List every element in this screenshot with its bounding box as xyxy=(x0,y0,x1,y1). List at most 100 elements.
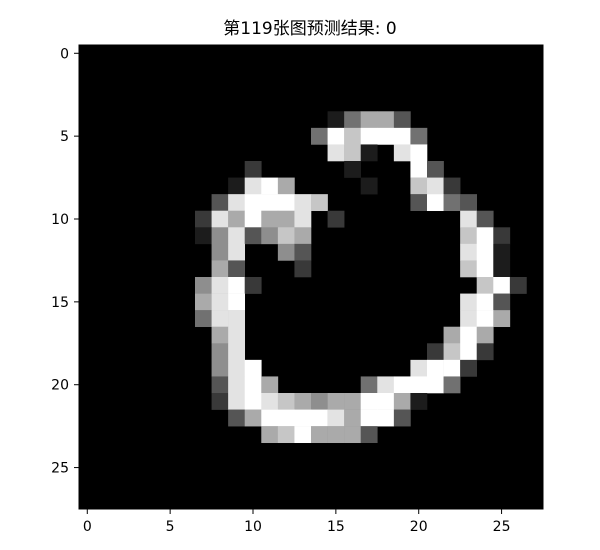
image-pixel xyxy=(327,144,345,162)
image-pixel xyxy=(443,376,461,394)
image-pixel xyxy=(327,409,345,427)
image-pixel xyxy=(294,426,312,444)
image-pixel xyxy=(211,243,229,261)
x-tick-label: 0 xyxy=(83,519,92,535)
x-tick-label: 20 xyxy=(410,519,428,535)
image-pixel xyxy=(493,260,511,278)
image-pixel xyxy=(360,111,378,129)
x-tick-label: 15 xyxy=(327,519,345,535)
image-pixel xyxy=(261,210,279,228)
image-pixel xyxy=(228,243,246,261)
image-pixel xyxy=(476,210,494,228)
image-pixel xyxy=(261,409,279,427)
image-pixel xyxy=(211,310,229,328)
image-pixel xyxy=(277,210,295,228)
image-pixel xyxy=(228,227,246,245)
image-pixel xyxy=(211,326,229,344)
image-pixel xyxy=(360,393,378,410)
image-pixel xyxy=(211,194,229,212)
image-pixel xyxy=(228,277,246,294)
image-pixel xyxy=(228,194,246,212)
image-pixel xyxy=(277,227,295,245)
image-pixel xyxy=(427,161,444,178)
image-pixel xyxy=(277,177,295,195)
image-pixel xyxy=(460,227,478,245)
image-pixel xyxy=(377,393,395,410)
image-pixel xyxy=(460,243,478,261)
image-pixel xyxy=(244,194,262,212)
image-pixel xyxy=(476,260,494,278)
image-pixel xyxy=(228,260,246,278)
image-pixel xyxy=(311,409,328,427)
image-pixel xyxy=(211,260,229,278)
image-pixel xyxy=(211,293,229,311)
image-pixel xyxy=(294,243,312,261)
image-pixel xyxy=(476,243,494,261)
image-pixel xyxy=(211,227,229,245)
image-pixel xyxy=(443,177,461,195)
image-pixel xyxy=(228,359,246,377)
image-pixel xyxy=(344,426,362,444)
image-pixel xyxy=(393,127,411,145)
x-tick-label: 5 xyxy=(166,519,175,535)
image-pixel xyxy=(327,111,345,129)
image-pixel xyxy=(244,359,262,377)
image-pixel xyxy=(476,227,494,245)
image-pixel xyxy=(211,359,229,377)
image-pixel xyxy=(261,426,279,444)
image-pixel xyxy=(261,194,279,212)
image-pixel xyxy=(460,260,478,278)
image-pixel xyxy=(244,177,262,195)
image-pixel xyxy=(360,409,378,427)
image-pixel xyxy=(344,409,362,427)
image-pixel xyxy=(261,227,279,245)
y-tick-label: 10 xyxy=(51,212,69,228)
image-pixel xyxy=(393,393,411,410)
image-pixel xyxy=(228,326,246,344)
image-pixel xyxy=(360,127,378,145)
image-pixel xyxy=(410,194,428,212)
image-pixel xyxy=(244,210,262,228)
image-pixel xyxy=(443,359,461,377)
image-pixel xyxy=(360,426,378,444)
image-pixel xyxy=(344,161,362,178)
x-tick-label: 25 xyxy=(493,519,511,535)
image-pixel xyxy=(460,194,478,212)
y-tick-label: 25 xyxy=(51,461,69,477)
image-pixel xyxy=(344,127,362,145)
image-pixel xyxy=(244,161,262,178)
image-pixel xyxy=(410,376,428,394)
image-pixel xyxy=(195,227,212,245)
image-pixel xyxy=(244,227,262,245)
image-pixel xyxy=(427,359,444,377)
image-pixel xyxy=(195,210,212,228)
image-pixel xyxy=(427,194,444,212)
image-pixel xyxy=(277,194,295,212)
image-pixel xyxy=(228,293,246,311)
image-pixel xyxy=(443,326,461,344)
image-pixel xyxy=(360,177,378,195)
image-pixel xyxy=(327,426,345,444)
image-pixel xyxy=(211,376,229,394)
image-pixel xyxy=(311,393,328,410)
image-pixel xyxy=(294,393,312,410)
image-pixel xyxy=(195,277,212,294)
image-pixel xyxy=(460,326,478,344)
image-pixel xyxy=(228,177,246,195)
image-pixel xyxy=(228,343,246,361)
image-pixel xyxy=(294,194,312,212)
axes-frame xyxy=(78,44,544,510)
image-pixel xyxy=(493,293,511,311)
image-pixel xyxy=(427,376,444,394)
image-pixel xyxy=(261,393,279,410)
image-pixel xyxy=(476,293,494,311)
image-pixel xyxy=(460,359,478,377)
digit-image xyxy=(79,45,543,509)
image-pixel xyxy=(460,343,478,361)
image-pixel xyxy=(195,310,212,328)
image-pixel xyxy=(277,409,295,427)
image-pixel xyxy=(476,343,494,361)
image-pixel xyxy=(460,210,478,228)
image-pixel xyxy=(211,343,229,361)
